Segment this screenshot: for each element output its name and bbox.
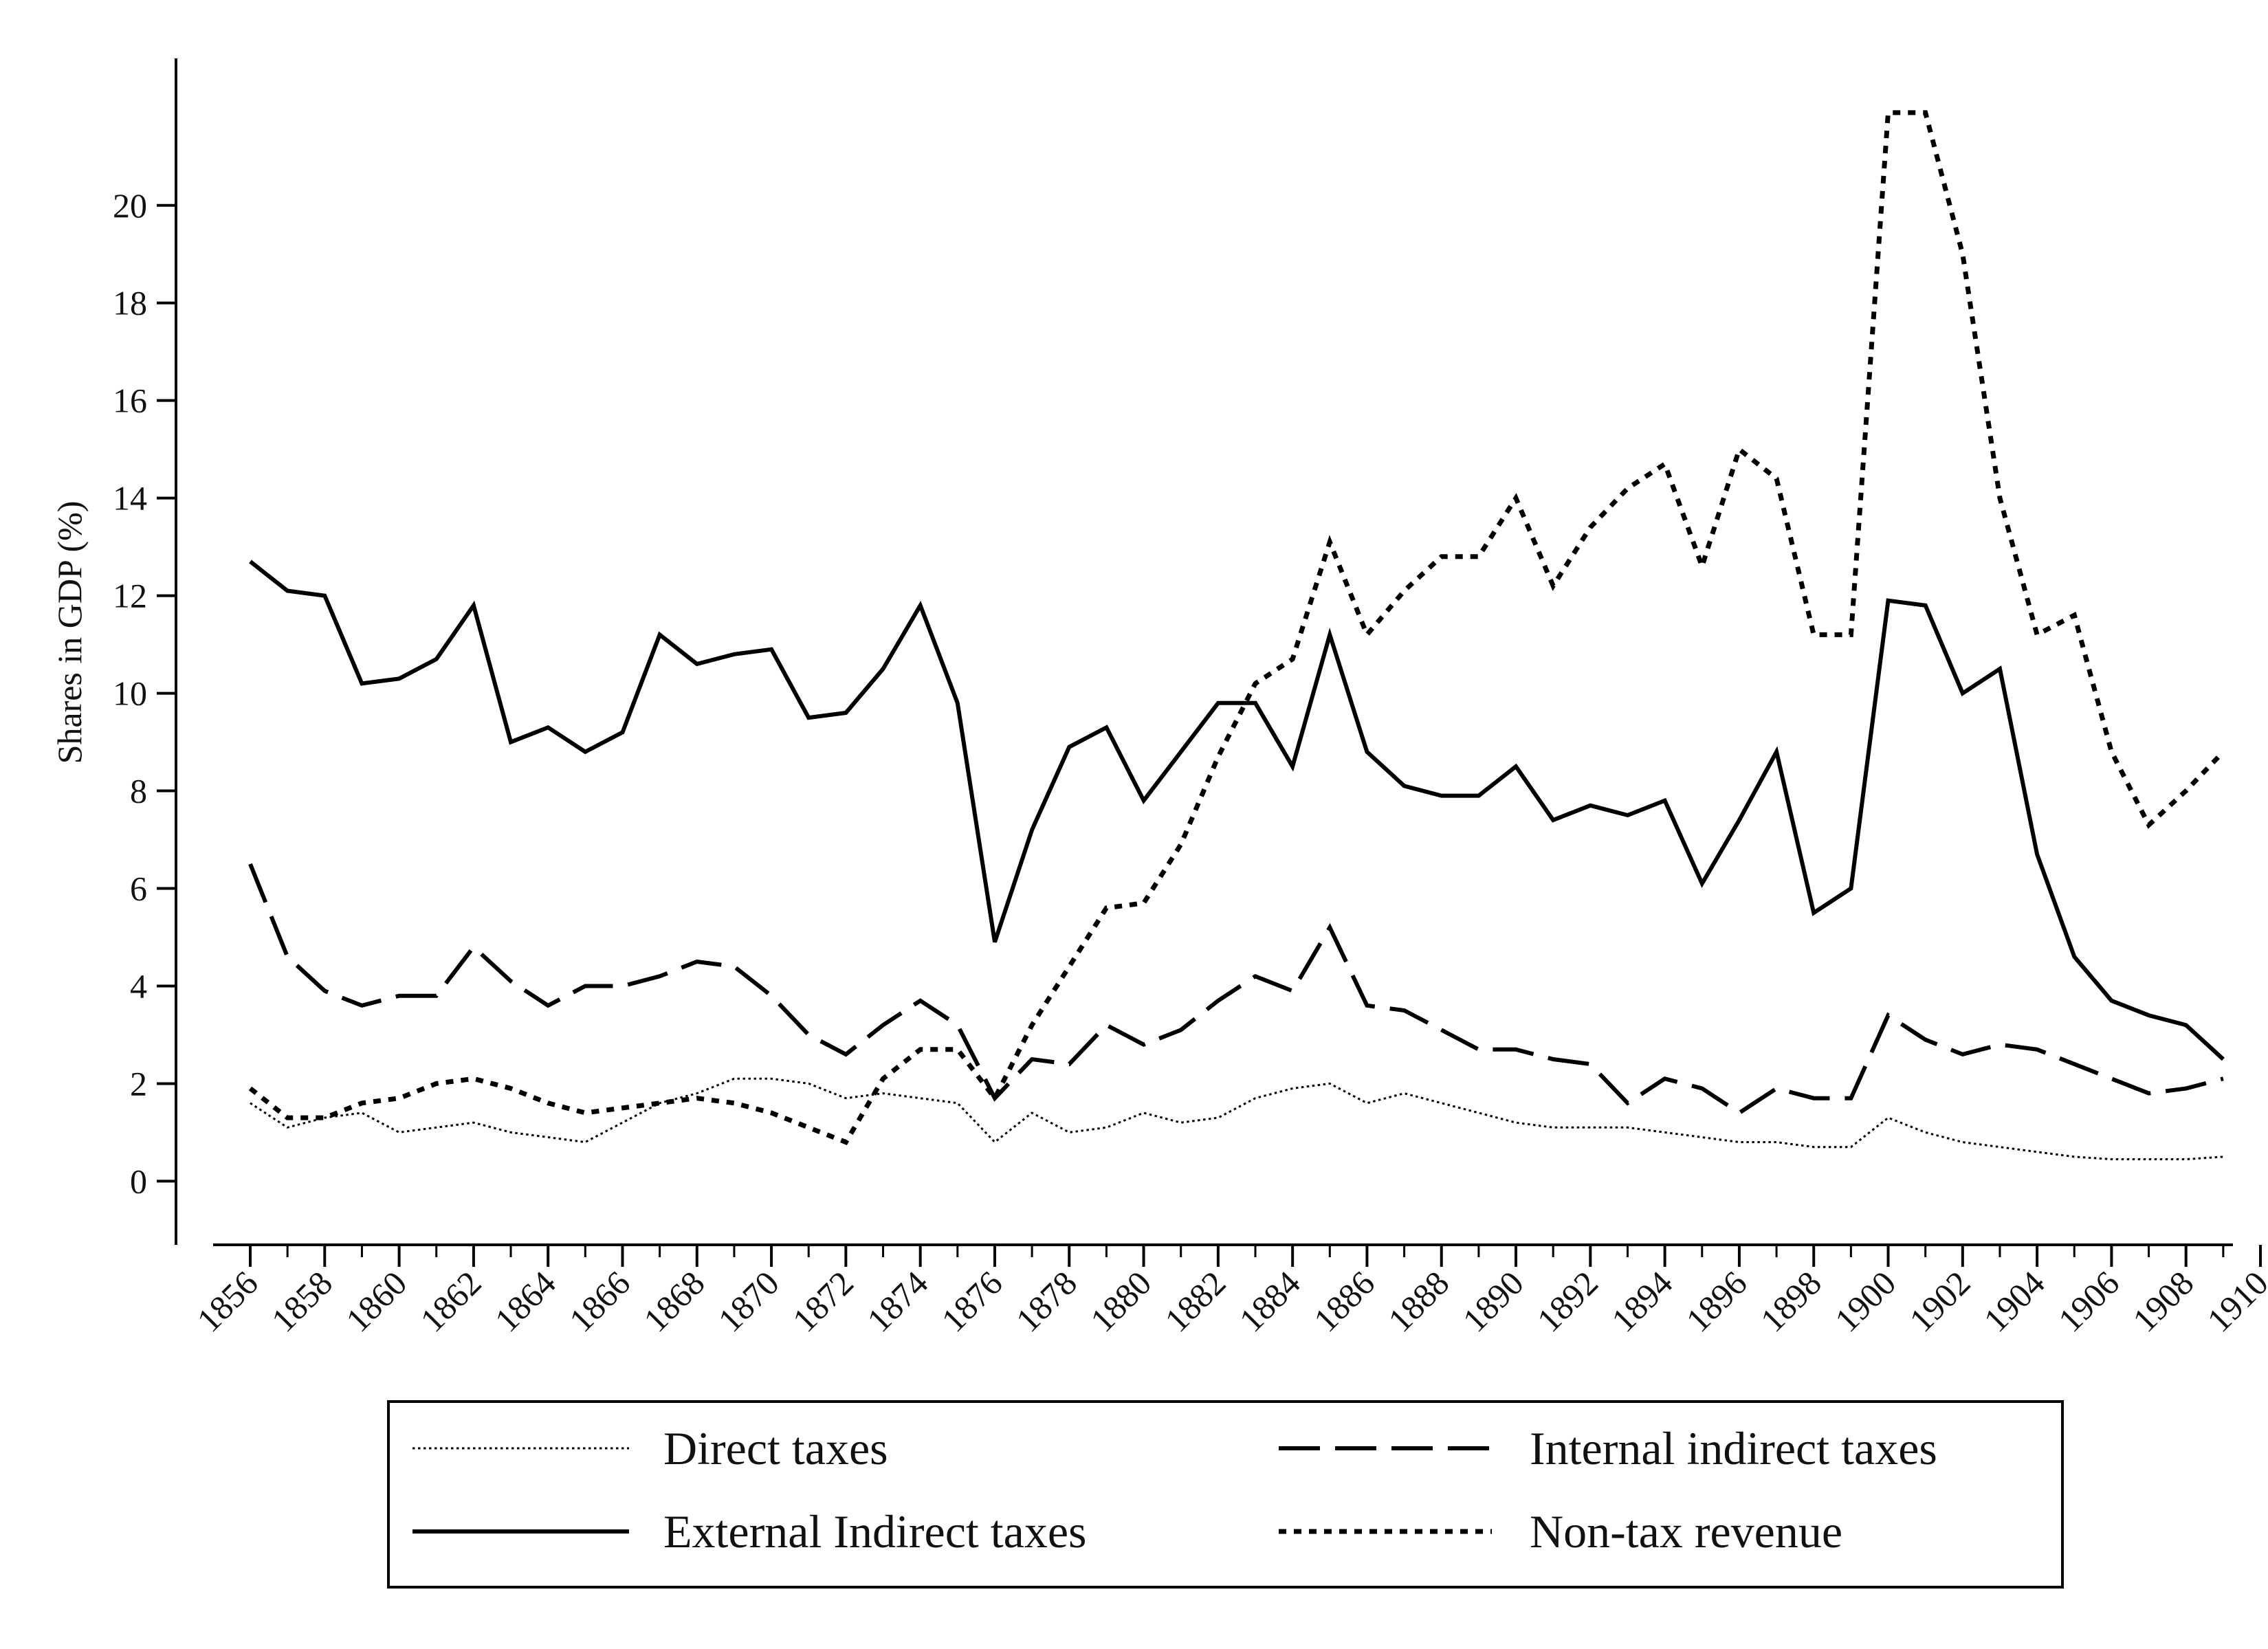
x-tick-label: 1906	[2051, 1263, 2126, 1339]
x-tick-label: 1880	[1083, 1263, 1158, 1339]
y-tick-label: 12	[113, 577, 147, 615]
x-tick-label: 1878	[1009, 1263, 1084, 1339]
x-tick-label: 1866	[562, 1263, 637, 1339]
y-tick-label: 20	[113, 186, 147, 225]
series-line-external-indirect-taxes	[249, 560, 2225, 1061]
x-tick-label: 1874	[859, 1263, 935, 1339]
x-tick-label: 1862	[412, 1263, 488, 1339]
legend-label: Internal indirect taxes	[1530, 1422, 1937, 1474]
x-axis-ticks: 1856185818601862186418661868187018721874…	[189, 1245, 2268, 1339]
y-axis-ticks: 0 2 4 6 8 10 12 14 16 18 20	[113, 186, 176, 1200]
x-tick-label: 1884	[1232, 1263, 1308, 1339]
x-tick-label: 1898	[1753, 1263, 1829, 1339]
x-tick-label: 1896	[1678, 1263, 1754, 1339]
legend-label: External Indirect taxes	[663, 1505, 1087, 1558]
series-layer	[248, 110, 2225, 1160]
x-tick-label: 1876	[934, 1263, 1009, 1339]
legend-label: Direct taxes	[663, 1422, 888, 1474]
x-tick-label: 1894	[1604, 1263, 1680, 1339]
x-tick-label: 1856	[189, 1263, 265, 1339]
y-tick-label: 18	[113, 284, 147, 322]
x-tick-label: 1868	[636, 1263, 712, 1339]
y-axis-title: Shares in GDP (%)	[50, 501, 89, 764]
x-tick-label: 1864	[487, 1263, 563, 1339]
y-tick-label: 16	[113, 381, 147, 420]
x-tick-label: 1882	[1157, 1263, 1233, 1339]
x-tick-label: 1900	[1827, 1263, 1903, 1339]
x-tick-label: 1908	[2125, 1263, 2201, 1339]
x-tick-label: 1888	[1380, 1263, 1456, 1339]
y-tick-label: 4	[130, 966, 147, 1005]
series-line-internal-indirect-taxes	[248, 863, 2224, 1116]
series-line-non-tax-revenue	[248, 110, 2225, 1145]
x-tick-label: 1872	[785, 1263, 861, 1339]
x-tick-label: 1858	[264, 1263, 340, 1339]
y-tick-label: 0	[130, 1162, 147, 1200]
y-tick-label: 2	[130, 1064, 147, 1103]
y-tick-label: 10	[113, 674, 147, 713]
x-tick-label: 1890	[1455, 1263, 1531, 1339]
x-tick-label: 1886	[1306, 1263, 1382, 1339]
y-tick-label: 8	[130, 772, 147, 810]
x-tick-label: 1870	[711, 1263, 786, 1339]
y-tick-label: 14	[113, 479, 147, 518]
legend-label: Non-tax revenue	[1530, 1505, 1842, 1558]
x-tick-label: 1910	[2199, 1263, 2268, 1339]
x-tick-label: 1904	[1977, 1263, 2052, 1339]
legend-box	[387, 1400, 2064, 1589]
series-line-direct-taxes	[250, 1077, 2223, 1160]
x-tick-label: 1892	[1530, 1263, 1605, 1339]
x-tick-label: 1902	[1902, 1263, 1977, 1339]
x-tick-label: 1860	[338, 1263, 414, 1339]
legend: Direct taxes Internal indirect taxes Exter…	[412, 1422, 1937, 1558]
y-tick-label: 6	[130, 870, 147, 908]
